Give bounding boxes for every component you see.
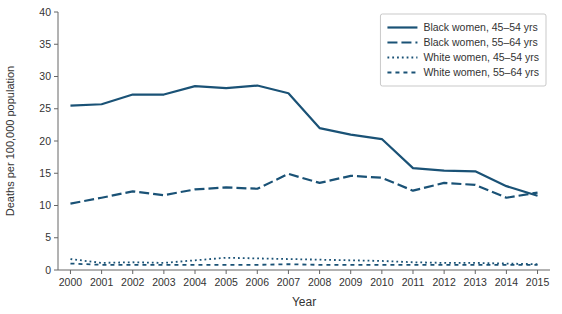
x-tick-label: 2012	[432, 276, 456, 288]
y-tick	[54, 141, 58, 142]
legend-swatch	[387, 57, 417, 59]
x-tick-label: 2002	[121, 276, 145, 288]
x-tick	[506, 270, 507, 274]
x-tick	[537, 270, 538, 274]
series-line	[70, 174, 537, 204]
legend-swatch	[387, 72, 417, 74]
y-tick-label: 25	[39, 102, 51, 114]
lines	[70, 86, 537, 265]
x-tick-label: 2015	[526, 276, 550, 288]
x-tick-label: 2000	[59, 276, 83, 288]
y-tick	[54, 12, 58, 13]
x-tick	[226, 270, 227, 274]
x-tick	[132, 270, 133, 274]
x-tick	[412, 270, 413, 274]
y-tick	[54, 44, 58, 45]
x-tick	[70, 270, 71, 274]
x-tick	[195, 270, 196, 274]
legend-label: Black women, 45–54 yrs	[423, 21, 537, 33]
x-tick-label: 2011	[402, 276, 425, 288]
x-tick-label: 2007	[277, 276, 301, 288]
legend: Black women, 45–54 yrs Black women, 55–64…	[380, 14, 546, 86]
y-tick	[54, 270, 58, 271]
series-line	[70, 258, 537, 264]
legend-label: Black women, 55–64 yrs	[423, 36, 537, 48]
y-tick	[54, 237, 58, 238]
legend-label: White women, 45–54 yrs	[423, 51, 539, 63]
y-tick	[54, 108, 58, 109]
y-axis-label: Deaths per 100,000 population	[4, 66, 16, 216]
x-tick-label: 2004	[183, 276, 207, 288]
y-tick-label: 10	[39, 199, 51, 211]
legend-swatch	[387, 26, 417, 28]
y-tick-label: 40	[39, 6, 51, 18]
y-tick	[54, 205, 58, 206]
legend-frame	[380, 14, 546, 86]
x-tick-label: 2001	[90, 276, 114, 288]
x-tick-label: 2010	[370, 276, 394, 288]
x-tick-label: 2006	[246, 276, 270, 288]
y-tick-label: 35	[39, 38, 51, 50]
series-line	[70, 264, 537, 265]
x-tick-label: 2003	[152, 276, 176, 288]
x-tick	[101, 270, 102, 274]
x-tick-label: 2009	[339, 276, 363, 288]
y-tick-label: 30	[39, 70, 51, 82]
x-tick	[381, 270, 382, 274]
y-tick-label: 5	[45, 231, 51, 243]
y-tick-label: 0	[45, 264, 51, 276]
y-tick	[54, 76, 58, 77]
axes: 0 5 10 15 20 25 30 35 40 2000 2001 2002 2003 2004 2005…	[39, 6, 550, 289]
x-axis-line	[58, 270, 550, 271]
x-tick-label: 2008	[308, 276, 332, 288]
x-tick	[163, 270, 164, 274]
y-tick-label: 15	[39, 167, 51, 179]
legend-swatch	[387, 41, 417, 43]
x-tick	[319, 270, 320, 274]
x-tick-label: 2013	[464, 276, 488, 288]
y-tick-label: 20	[39, 135, 51, 147]
x-tick	[350, 270, 351, 274]
x-axis-label: Year	[292, 295, 316, 309]
x-tick-label: 2005	[214, 276, 238, 288]
chart: 0 5 10 15 20 25 30 35 40 2000 2001 2002 2003 2004 2005…	[0, 0, 562, 314]
legend-label: White women, 55–64 yrs	[423, 66, 539, 78]
series-line	[70, 86, 537, 196]
x-tick	[257, 270, 258, 274]
x-tick	[288, 270, 289, 274]
x-tick-label: 2014	[495, 276, 519, 288]
x-tick	[444, 270, 445, 274]
x-tick	[475, 270, 476, 274]
y-tick	[54, 173, 58, 174]
